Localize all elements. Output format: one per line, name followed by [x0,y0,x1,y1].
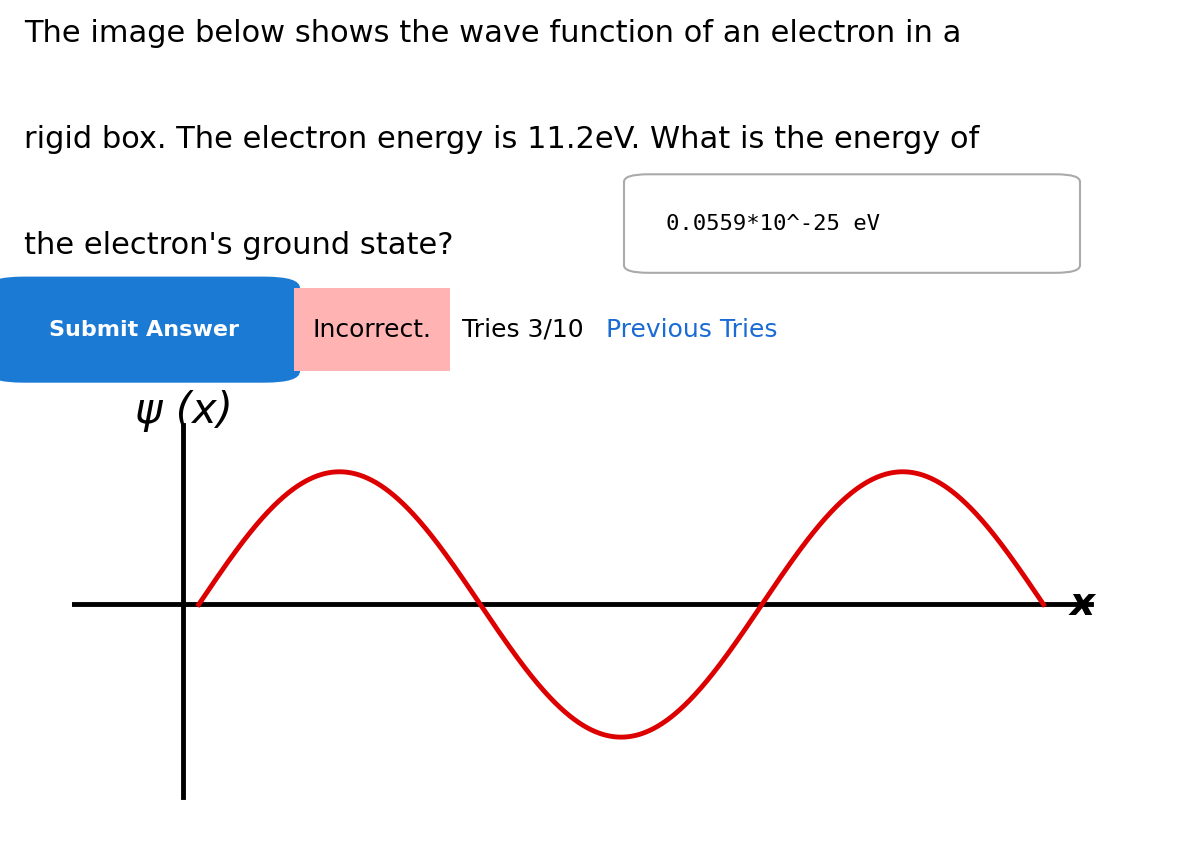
Text: The image below shows the wave function of an electron in a: The image below shows the wave function … [24,19,961,48]
Text: Incorrect.: Incorrect. [312,317,432,342]
Text: Tries 3/10: Tries 3/10 [462,317,592,342]
FancyBboxPatch shape [0,276,300,382]
Text: rigid box. The electron energy is 11.2eV. What is the energy of: rigid box. The electron energy is 11.2eV… [24,125,979,154]
Text: x: x [1070,585,1096,623]
FancyBboxPatch shape [624,174,1080,273]
Text: ψ (x): ψ (x) [136,390,233,432]
Text: the electron's ground state?: the electron's ground state? [24,231,454,260]
FancyBboxPatch shape [294,288,450,371]
Text: Previous Tries: Previous Tries [606,317,778,342]
Text: Submit Answer: Submit Answer [49,320,239,339]
Text: 0.0559*10^-25 eV: 0.0559*10^-25 eV [666,214,880,233]
